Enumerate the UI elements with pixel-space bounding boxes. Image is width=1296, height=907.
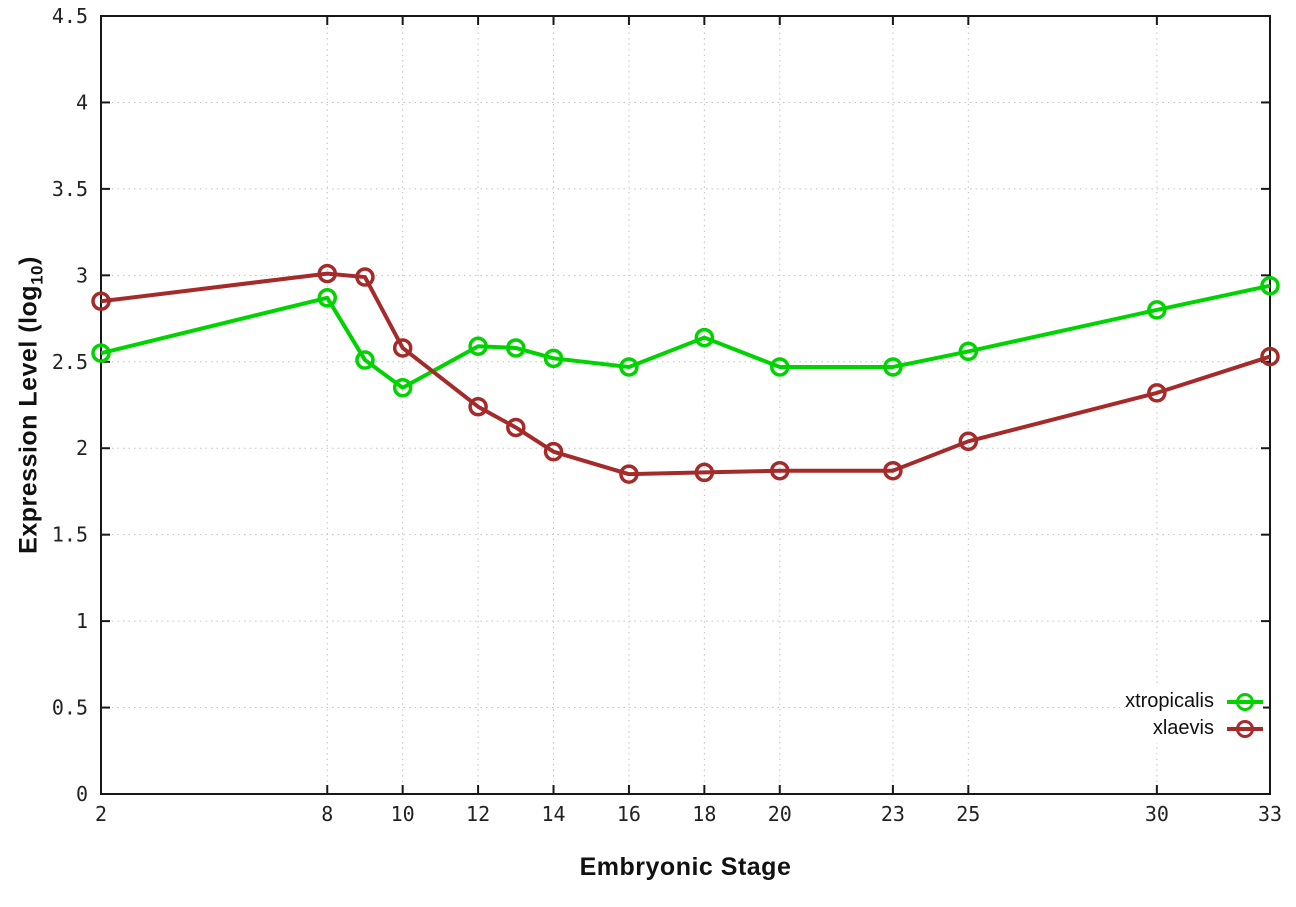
- data-point-xlaevis: [1260, 346, 1280, 367]
- legend-item-xtropicalis: xtropicalis: [1125, 688, 1263, 715]
- x-tick-label: 16: [617, 802, 641, 826]
- y-tick-label: 4.5: [52, 4, 88, 28]
- data-point-xtropicalis: [468, 336, 488, 356]
- x-axis-tick-labels: 2 8 10 12 14 16 18 20 23 25 30 33: [95, 802, 1282, 826]
- y-axis-title-text: Expression Level (log: [14, 284, 43, 554]
- x-axis-title-text: Embryonic Stage: [579, 853, 792, 881]
- x-tick-label: 30: [1145, 802, 1169, 826]
- series-xtropicalis: [91, 275, 1280, 398]
- data-point-xtropicalis: [694, 327, 715, 348]
- data-point-xlaevis: [694, 462, 715, 483]
- x-tick-label: 33: [1258, 802, 1282, 826]
- x-tick-label: 23: [881, 802, 905, 826]
- x-tick-label: 2: [95, 802, 107, 826]
- data-point-xtropicalis: [1260, 275, 1280, 296]
- data-point-xtropicalis: [317, 288, 338, 308]
- x-tick-label: 12: [466, 802, 490, 826]
- data-point-xtropicalis: [91, 343, 111, 363]
- data-point-xlaevis: [958, 431, 979, 452]
- legend-marker-icon: [1227, 718, 1263, 739]
- y-tick-label: 0: [76, 782, 88, 806]
- y-tick-label: 2: [76, 436, 88, 460]
- data-point-xlaevis: [543, 441, 564, 462]
- data-point-xtropicalis: [392, 377, 413, 398]
- series-line-xtropicalis: [100, 283, 1271, 390]
- y-axis-title-suffix: ): [14, 256, 43, 265]
- data-point-xtropicalis: [543, 348, 564, 369]
- data-point-xlaevis: [619, 464, 639, 484]
- data-point-xlaevis: [468, 396, 488, 417]
- data-point-xtropicalis: [958, 341, 979, 362]
- legend-label-xlaevis: xlaevis: [1152, 717, 1214, 739]
- gridlines: [101, 16, 1270, 794]
- data-point-xlaevis: [91, 291, 111, 312]
- data-point-xtropicalis: [883, 357, 903, 377]
- legend-label-xtropicalis: xtropicalis: [1125, 690, 1214, 712]
- x-tick-label: 20: [768, 802, 792, 826]
- data-point-xtropicalis: [506, 338, 526, 358]
- data-point-xlaevis: [317, 263, 338, 284]
- data-point-xlaevis: [355, 267, 375, 287]
- tick-marks: [100, 15, 1271, 795]
- y-tick-label: 0.5: [52, 696, 88, 720]
- y-tick-label: 1.5: [52, 523, 88, 547]
- data-point-xlaevis: [883, 460, 903, 481]
- y-tick-label: 3.5: [52, 177, 88, 201]
- x-tick-label: 8: [321, 802, 333, 826]
- y-tick-label: 4: [76, 90, 88, 114]
- data-point-xtropicalis: [619, 357, 639, 377]
- y-tick-label: 1: [76, 609, 88, 633]
- data-point-xlaevis: [770, 460, 790, 481]
- legend-item-xlaevis: xlaevis: [1125, 715, 1263, 742]
- data-point-xtropicalis: [1147, 300, 1167, 320]
- x-tick-label: 25: [956, 802, 980, 826]
- y-axis-title: Expression Level (log10): [15, 256, 48, 554]
- y-axis-tick-labels: 0 0.5 1 1.5 2 2.5 3 3.5 4 4.5: [52, 4, 88, 806]
- data-point-xtropicalis: [355, 350, 375, 370]
- x-axis-title: Embryonic Stage: [101, 853, 1270, 882]
- data-point-xlaevis: [506, 417, 526, 438]
- legend-marker-icon: [1227, 691, 1263, 712]
- plot-border: [100, 15, 1271, 795]
- y-tick-label: 3: [76, 263, 88, 287]
- legend: xtropicalis xlaevis: [1125, 687, 1263, 743]
- y-tick-label: 2.5: [52, 350, 88, 374]
- y-axis-title-subscript: 10: [27, 264, 47, 285]
- data-point-xtropicalis: [770, 357, 790, 377]
- series-xlaevis: [91, 263, 1280, 484]
- data-point-xlaevis: [392, 338, 413, 358]
- x-tick-label: 18: [692, 802, 716, 826]
- series-line-xlaevis: [100, 271, 1271, 477]
- x-tick-label: 14: [541, 802, 565, 826]
- x-tick-label: 10: [391, 802, 415, 826]
- data-point-xlaevis: [1147, 383, 1167, 403]
